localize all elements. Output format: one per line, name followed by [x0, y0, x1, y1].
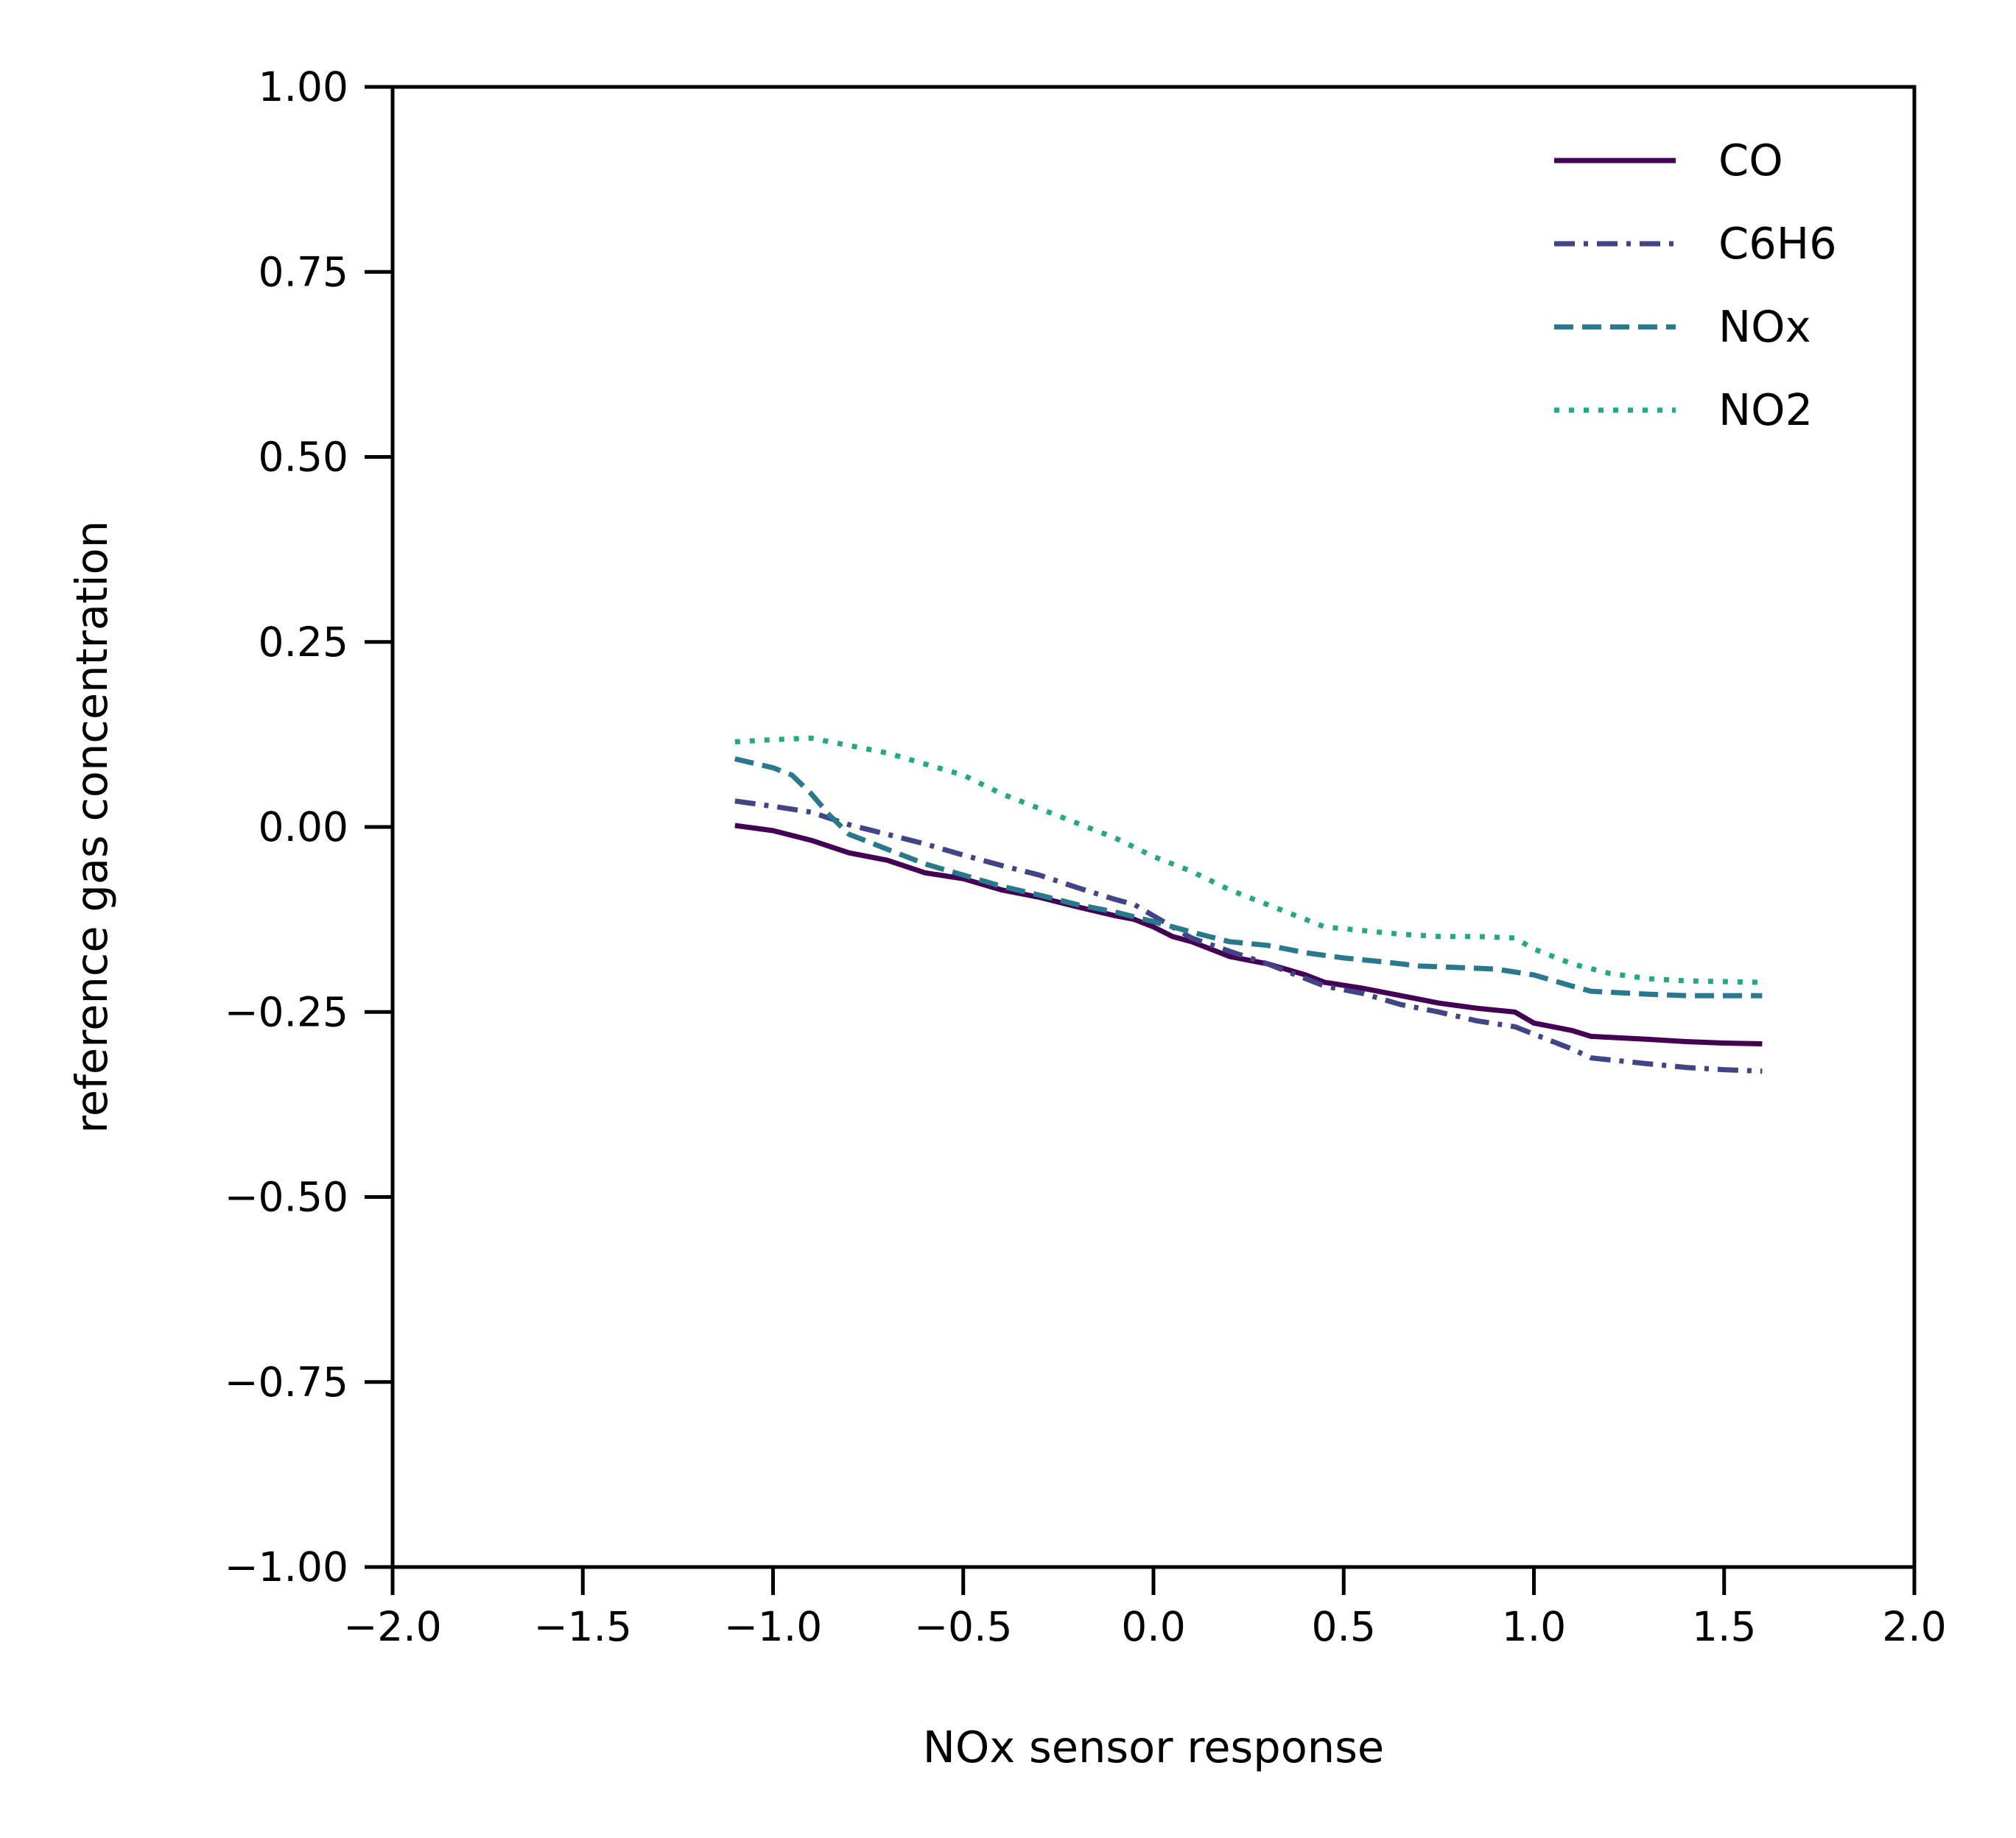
x-tick-label: 0.0: [1121, 1603, 1185, 1650]
x-tick-label: −2.0: [343, 1603, 442, 1650]
y-tick-label: −1.00: [224, 1543, 348, 1591]
legend-label-nox: NOx: [1718, 301, 1811, 352]
y-axis-label: reference gas concentration: [66, 521, 117, 1133]
series-line-c6h6: [734, 798, 1763, 1074]
legend-label-c6h6: C6H6: [1718, 218, 1837, 269]
y-tick-label: −0.50: [224, 1174, 348, 1221]
series-line-no2: [734, 735, 1763, 985]
y-tick-label: 0.50: [259, 434, 348, 481]
y-tick-label: −0.25: [224, 988, 348, 1035]
x-tick-label: −0.5: [914, 1603, 1013, 1650]
x-tick-label: −1.0: [724, 1603, 823, 1650]
legend-label-co: CO: [1718, 135, 1783, 186]
y-tick-label: 0.25: [259, 619, 348, 666]
x-axis: −2.0 −1.5 −1.0 −0.5 0.0 0.5 1.0 1.5 2.0: [343, 1567, 1947, 1650]
y-tick-label: −0.75: [224, 1359, 348, 1406]
x-tick-label: −1.5: [533, 1603, 632, 1650]
y-tick-label: 0.00: [259, 803, 348, 851]
x-tick-label: 2.0: [1882, 1603, 1946, 1650]
legend-label-no2: NO2: [1718, 384, 1813, 435]
legend: CO C6H6 NOx NO2: [1554, 135, 1837, 435]
x-axis-label: NOx sensor response: [923, 1722, 1385, 1772]
plot-lines: [734, 735, 1763, 1074]
x-tick-label: 0.5: [1312, 1603, 1376, 1650]
y-tick-label: 1.00: [259, 63, 348, 110]
x-tick-label: 1.0: [1502, 1603, 1566, 1650]
x-tick-label: 1.5: [1692, 1603, 1756, 1650]
series-line-co: [734, 823, 1763, 1046]
series-line-nox: [734, 756, 1763, 999]
y-tick-label: 0.75: [259, 248, 348, 295]
y-axis: 1.00 0.75 0.50 0.25 0.00 −0.25 −0.50 −0.75 −1.00: [224, 63, 393, 1591]
